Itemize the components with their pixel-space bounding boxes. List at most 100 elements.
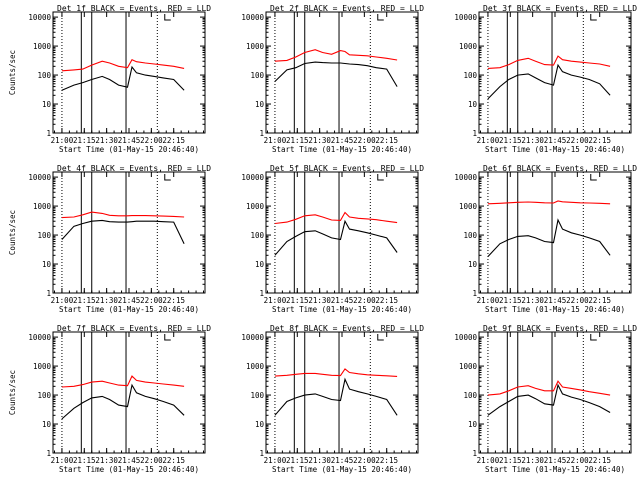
panel-4-x-tick-label: 22:15 [162,296,185,305]
panel-4-y-tick-label: 1 [46,289,51,298]
panel-9-x-tick-label: 21:00 [477,456,500,465]
panel-5-title: Det 5f BLACK = Events, RED = LLD [270,164,424,173]
panel-8-x-tick-label: 21:00 [264,456,287,465]
panel-4-y-axis-label: Counts/sec [8,210,17,255]
panel-6-y-tick-label: 10 [468,260,478,269]
panel-6-x-axis-label: Start Time (01-May-15 20:46:40) [485,305,625,314]
panel-3-x-axis-label: Start Time (01-May-15 20:46:40) [485,145,625,154]
panel-9-title: Det 9f BLACK = Events, RED = LLD [483,324,637,333]
panel-4-lld-series-line [61,211,185,219]
panel-1-corner-marker [164,14,171,21]
panel-9-plot-frame [478,331,632,454]
panel-2-plot-frame [265,11,419,134]
panel-9-y-tick-label: 1 [472,449,477,458]
panel-6-y-tick-label: 10000 [454,173,477,182]
panel-2-y-tick-label: 1000 [246,42,265,51]
panel-7-y-tick-label: 10000 [28,333,51,342]
panel-7-y-tick-label: 10 [42,420,52,429]
panel-5-y-tick-label: 1000 [246,202,265,211]
panel-8-lld-series-line [274,368,398,377]
panel-6-title: Det 6f BLACK = Events, RED = LLD [483,164,637,173]
panel-2-x-tick-label: 22:15 [375,136,398,145]
panel-1-x-tick-label: 21:45 [118,136,141,145]
panel-3-y-tick-label: 10000 [454,13,477,22]
panel-6-x-tick-label: 21:45 [544,296,567,305]
panel-9-y-tick-label: 100 [463,391,477,400]
panel-7-title: Det 7f BLACK = Events, RED = LLD [57,324,211,333]
panel-9-x-tick-label: 22:15 [588,456,611,465]
panel-3-x-tick-label: 21:45 [544,136,567,145]
panel-2-x-axis-label: Start Time (01-May-15 20:46:40) [272,145,412,154]
panel-6-y-tick-label: 1 [472,289,477,298]
panel-8-x-tick-label: 22:15 [375,456,398,465]
panel-6-lld-series-line [487,200,611,205]
panel-5-x-tick-label: 21:30 [308,296,331,305]
panel-2-x-tick-label: 21:15 [286,136,309,145]
panel-1-title: Det 1f BLACK = Events, RED = LLD [57,4,211,13]
panel-8-x-tick-label: 21:15 [286,456,309,465]
panel-6-x-tick-label: 21:15 [499,296,522,305]
panel-3-y-tick-label: 100 [463,71,477,80]
panel-1-x-tick-label: 22:15 [162,136,185,145]
panel-6-y-tick-label: 100 [463,231,477,240]
panel-5-corner-marker [377,174,384,181]
panel-3-y-tick-label: 1 [472,129,477,138]
panel-5-x-axis-label: Start Time (01-May-15 20:46:40) [272,305,412,314]
panel-3-y-tick-label: 10 [468,100,478,109]
panel-1-x-tick-label: 21:30 [95,136,118,145]
panel-3-x-tick-label: 21:00 [477,136,500,145]
panel-2-y-tick-label: 10000 [241,13,264,22]
panel-4-x-tick-label: 22:00 [140,296,163,305]
panel-5-y-tick-label: 1 [259,289,264,298]
panel-1-plot-frame [52,11,206,134]
panel-5-x-tick-label: 21:15 [286,296,309,305]
panel-1-x-tick-label: 22:00 [140,136,163,145]
panel-3-corner-marker [590,14,597,21]
panel-3-y-tick-label: 1000 [459,42,478,51]
panel-8-x-tick-label: 21:30 [308,456,331,465]
panel-7-y-axis-label: Counts/sec [8,370,17,415]
panel-8-title: Det 8f BLACK = Events, RED = LLD [270,324,424,333]
panel-3-events-series-line [487,63,611,100]
panel-9-x-tick-label: 21:45 [544,456,567,465]
panel-5-x-tick-label: 22:15 [375,296,398,305]
panel-7-y-tick-label: 1000 [33,362,52,371]
panel-1-y-tick-label: 1000 [33,42,52,51]
panel-7-x-tick-label: 22:15 [162,456,185,465]
panel-9-x-tick-label: 22:00 [566,456,589,465]
panel-2-y-tick-label: 100 [250,71,264,80]
panel-1-x-tick-label: 21:15 [73,136,96,145]
panel-3-x-tick-label: 21:30 [521,136,544,145]
panel-8-y-tick-label: 10000 [241,333,264,342]
panel-7-x-tick-label: 21:45 [118,456,141,465]
panel-2-x-tick-label: 21:30 [308,136,331,145]
panel-3-x-tick-label: 21:15 [499,136,522,145]
panel-1-y-tick-label: 100 [37,71,51,80]
panel-2-y-tick-label: 1 [259,129,264,138]
panel-3-lld-series-line [487,55,611,69]
panel-7-plot-frame [52,331,206,454]
panel-1-y-tick-label: 10 [42,100,52,109]
panel-2-events-series-line [274,61,398,87]
panel-7-y-tick-label: 1 [46,449,51,458]
panel-4-y-tick-label: 1000 [33,202,52,211]
panel-6-x-tick-label: 21:00 [477,296,500,305]
panel-4-plot-frame [52,171,206,294]
panel-9-x-tick-label: 21:30 [521,456,544,465]
panel-9-x-tick-label: 21:15 [499,456,522,465]
panel-8-corner-marker [377,334,384,341]
panel-5-y-tick-label: 10 [255,260,265,269]
panel-8-y-tick-label: 1000 [246,362,265,371]
panel-6-x-tick-label: 22:15 [588,296,611,305]
panel-1-events-series-line [61,65,185,91]
panel-2-x-tick-label: 21:00 [264,136,287,145]
panel-5-x-tick-label: 21:45 [331,296,354,305]
panel-1-y-tick-label: 1 [46,129,51,138]
panel-1-y-tick-label: 10000 [28,13,51,22]
panel-5-y-tick-label: 10000 [241,173,264,182]
panel-2-corner-marker [377,14,384,21]
panel-4-x-tick-label: 21:45 [118,296,141,305]
panel-5-y-tick-label: 100 [250,231,264,240]
panel-3-x-tick-label: 22:00 [566,136,589,145]
panel-4-x-axis-label: Start Time (01-May-15 20:46:40) [59,305,199,314]
